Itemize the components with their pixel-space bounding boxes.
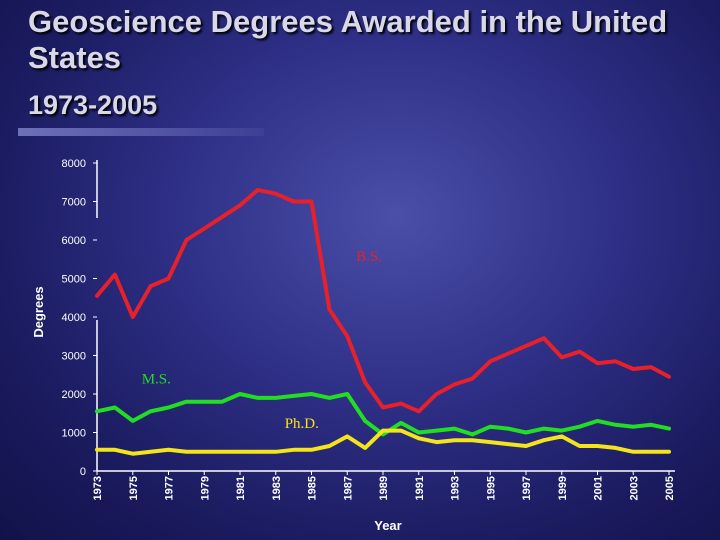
x-tick-label: 1997 xyxy=(521,476,533,500)
title-underline-bar xyxy=(18,128,264,136)
y-tick-label: 2000 xyxy=(62,389,86,401)
y-tick-label: 3000 xyxy=(62,351,86,363)
x-tick-label: 1991 xyxy=(414,476,426,500)
y-tick-label: 8000 xyxy=(62,158,86,170)
x-tick-label: 1987 xyxy=(342,476,354,500)
x-tick-label: 1977 xyxy=(164,476,176,500)
x-tick-label: 2005 xyxy=(664,476,676,500)
x-tick-label: 1993 xyxy=(450,476,462,500)
page-subtitle: 1973-2005 xyxy=(28,90,158,120)
series-label-ms: M.S. xyxy=(142,372,171,388)
x-tick-label: 1983 xyxy=(271,476,283,500)
y-axis-label: Degrees xyxy=(31,286,46,337)
x-tick-label: 1995 xyxy=(485,476,497,500)
x-tick-label: 2001 xyxy=(593,476,605,500)
chart-series xyxy=(95,187,671,456)
series-line-bs xyxy=(95,187,671,414)
x-tick-label: 1973 xyxy=(92,476,104,500)
x-axis-label: Year xyxy=(374,518,401,533)
series-label-bs: B.S. xyxy=(356,249,382,265)
y-tick-label: 4000 xyxy=(62,312,86,324)
x-tick-label: 2003 xyxy=(628,476,640,500)
series-line-ms xyxy=(95,392,671,437)
series-labels: B.S. M.S. Ph.D. xyxy=(142,249,382,432)
chart-axes xyxy=(93,160,675,475)
y-tick-label: 7000 xyxy=(62,197,86,209)
y-tick-label: 0 xyxy=(80,466,86,478)
x-tick-label: 1975 xyxy=(128,476,140,500)
series-line-phd xyxy=(95,428,671,456)
page-title: Geoscience Degrees Awarded in the United… xyxy=(28,4,720,76)
y-tick-label: 6000 xyxy=(62,235,86,247)
y-tick-label: 5000 xyxy=(62,274,86,286)
title-text: Geoscience Degrees Awarded in the United… xyxy=(28,4,668,75)
x-tick-label: 1985 xyxy=(307,476,319,500)
x-tick-label: 1999 xyxy=(557,476,569,500)
x-tick-label: 1989 xyxy=(378,476,390,500)
y-tick-label: 1000 xyxy=(62,428,86,440)
series-label-phd: Ph.D. xyxy=(285,416,319,432)
x-tick-label: 1979 xyxy=(199,476,211,500)
y-tick-labels: 0 1000 2000 3000 4000 5000 6000 7000 8000 xyxy=(62,158,86,478)
x-tick-label: 1981 xyxy=(235,476,247,500)
x-tick-labels: 1973 1975 1977 1979 1981 1983 1985 1987 1989 1991… xyxy=(92,476,676,500)
